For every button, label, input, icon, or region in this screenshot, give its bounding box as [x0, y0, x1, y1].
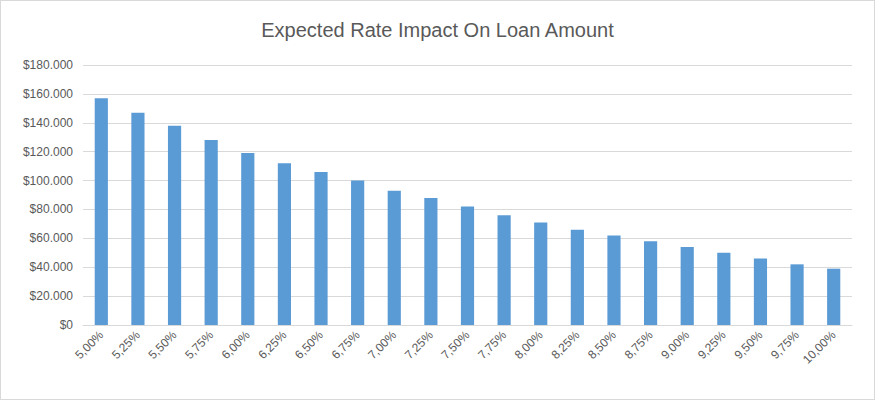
svg-text:7,50%: 7,50%: [439, 328, 473, 362]
svg-text:9,25%: 9,25%: [695, 328, 729, 362]
svg-text:5,50%: 5,50%: [146, 328, 180, 362]
svg-text:$20.000: $20.000: [30, 289, 74, 303]
svg-text:$40.000: $40.000: [30, 260, 74, 274]
svg-text:Expected Rate Impact On Loan A: Expected Rate Impact On Loan Amount: [261, 19, 614, 41]
svg-text:5,00%: 5,00%: [72, 328, 106, 362]
svg-text:5,75%: 5,75%: [182, 328, 216, 362]
svg-text:6,50%: 6,50%: [292, 328, 326, 362]
svg-text:$120.000: $120.000: [23, 145, 73, 159]
svg-text:9,75%: 9,75%: [768, 328, 802, 362]
svg-text:9,50%: 9,50%: [731, 328, 765, 362]
svg-text:10,00%: 10,00%: [800, 328, 839, 367]
svg-text:8,25%: 8,25%: [548, 328, 582, 362]
svg-text:7,25%: 7,25%: [402, 328, 436, 362]
svg-text:7,75%: 7,75%: [475, 328, 509, 362]
svg-text:6,25%: 6,25%: [255, 328, 289, 362]
svg-text:$0: $0: [60, 318, 74, 332]
svg-text:$140.000: $140.000: [23, 116, 73, 130]
svg-text:$60.000: $60.000: [30, 231, 74, 245]
svg-text:6,75%: 6,75%: [329, 328, 363, 362]
svg-text:$100.000: $100.000: [23, 174, 73, 188]
svg-text:7,00%: 7,00%: [365, 328, 399, 362]
svg-text:$180.000: $180.000: [23, 58, 73, 72]
svg-text:$80.000: $80.000: [30, 202, 74, 216]
svg-text:$160.000: $160.000: [23, 87, 73, 101]
svg-text:6,00%: 6,00%: [219, 328, 253, 362]
svg-text:8,00%: 8,00%: [512, 328, 546, 362]
svg-text:8,50%: 8,50%: [585, 328, 619, 362]
svg-text:5,25%: 5,25%: [109, 328, 143, 362]
svg-text:8,75%: 8,75%: [622, 328, 656, 362]
svg-text:9,00%: 9,00%: [658, 328, 692, 362]
